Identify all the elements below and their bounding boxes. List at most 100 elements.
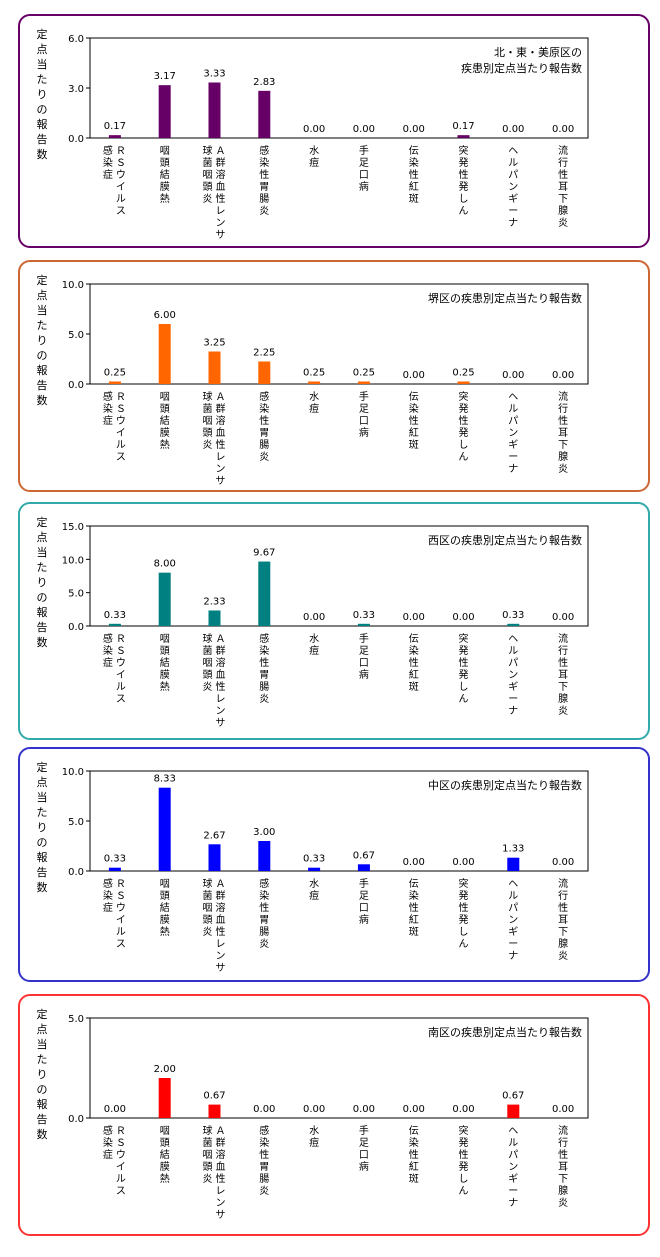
y-tick-label: 6.0 xyxy=(68,34,84,45)
bar-value-label: 0.33 xyxy=(353,610,375,621)
category-label-char: 胃 xyxy=(259,914,269,926)
bar-value-label: 1.33 xyxy=(502,844,524,855)
y-axis-label-char: た xyxy=(37,1053,48,1066)
category-label-char: 頭 xyxy=(160,645,170,657)
category-label-char: サ xyxy=(216,475,226,487)
category-label-char: 球 xyxy=(203,877,213,890)
category-label-char: 発 xyxy=(459,402,469,415)
category-label-char: ス xyxy=(116,694,126,705)
category-label-char: サ xyxy=(216,229,226,241)
bar-value-label: 0.00 xyxy=(502,124,524,135)
category-label-char: 耳 xyxy=(558,427,568,439)
category-label-char: ル xyxy=(508,646,518,657)
category-label-char: 腸 xyxy=(259,926,269,938)
y-axis-label-char: 当 xyxy=(37,545,48,559)
y-tick-label: 5.0 xyxy=(68,1014,84,1025)
category-label-char: 菌 xyxy=(203,645,213,657)
bar-value-label: 0.00 xyxy=(303,612,325,623)
category-label-char: ン xyxy=(216,464,226,475)
y-axis-label-char: 定 xyxy=(37,273,48,287)
chart-title: 西区の疾患別定点当たり報告数 xyxy=(428,533,582,547)
y-tick-label: 3.0 xyxy=(68,84,84,95)
bar-value-label: 0.00 xyxy=(552,370,574,381)
category-label-char: 性 xyxy=(216,1172,226,1185)
chart-title: 北・東・美原区の xyxy=(494,46,582,59)
category-label-char: ン xyxy=(216,706,226,717)
category-label-char: Ａ xyxy=(216,634,226,645)
bar xyxy=(357,623,370,626)
y-axis-label-char: の xyxy=(37,836,48,849)
category-label-char: レ xyxy=(216,1186,226,1197)
category-label-char: 熱 xyxy=(160,192,170,205)
category-label-char: 発 xyxy=(459,180,469,193)
category-label-char: 群 xyxy=(216,889,226,902)
category-label-char: 群 xyxy=(216,402,226,415)
category-label-char: 斑 xyxy=(409,925,419,938)
category-label-char: ん xyxy=(459,451,469,463)
category-label-char: 炎 xyxy=(203,926,213,938)
category-label-char: 染 xyxy=(103,156,113,169)
category-label-char: 胃 xyxy=(259,427,269,439)
bar xyxy=(208,610,221,626)
category-label-char: 病 xyxy=(359,180,369,193)
category-label-char: Ｒ xyxy=(116,392,126,403)
category-label-char: 染 xyxy=(103,889,113,902)
bar-value-label: 0.00 xyxy=(452,857,474,868)
y-axis-label-char: の xyxy=(37,103,48,116)
category-label-char: ん xyxy=(459,693,469,705)
category-label-char: し xyxy=(459,193,469,205)
y-axis-label-char: 告 xyxy=(37,866,48,879)
category-label-char: 症 xyxy=(103,901,113,914)
bar xyxy=(507,1104,520,1118)
y-tick-label: 5.0 xyxy=(68,330,84,341)
category-label-char: 行 xyxy=(558,1136,568,1149)
category-label-char: 口 xyxy=(359,416,369,427)
category-label-char: 腺 xyxy=(558,204,568,217)
bar xyxy=(308,867,321,871)
y-axis-label-char: 数 xyxy=(37,394,48,407)
category-label-char: 血 xyxy=(216,1160,226,1173)
category-label-char: ル xyxy=(508,158,518,169)
category-label-char: 行 xyxy=(558,156,568,169)
category-label-char: ン xyxy=(216,951,226,962)
category-label-char: 感 xyxy=(103,877,113,890)
category-label-char: 伝 xyxy=(409,1125,419,1137)
category-label-char: Ｒ xyxy=(116,146,126,157)
category-label-char: 膜 xyxy=(160,914,170,926)
category-label-char: 性 xyxy=(558,168,568,181)
category-label-char: 突 xyxy=(459,632,469,645)
category-label-char: パ xyxy=(508,415,518,427)
category-label-char: ル xyxy=(508,404,518,415)
category-label-char: 腸 xyxy=(259,1173,269,1185)
category-label-char: 病 xyxy=(359,668,369,681)
category-label-char: 染 xyxy=(259,644,269,657)
category-label-char: 頭 xyxy=(160,1137,170,1149)
category-label-char: ナ xyxy=(508,950,518,962)
category-label-char: 感 xyxy=(103,1124,113,1137)
y-tick-label: 15.0 xyxy=(62,522,84,533)
category-label-char: ス xyxy=(116,452,126,463)
bar-value-label: 0.00 xyxy=(403,1104,425,1115)
category-label-char: ウ xyxy=(116,902,126,914)
category-label-char: 発 xyxy=(459,668,469,681)
category-label-char: 手 xyxy=(359,144,369,157)
category-label-char: Ｒ xyxy=(116,879,126,890)
category-label-char: 染 xyxy=(103,1136,113,1149)
y-axis-label-char: 当 xyxy=(37,1037,48,1051)
category-label-char: 感 xyxy=(259,144,269,157)
bar xyxy=(457,381,470,384)
category-label-char: 斑 xyxy=(409,192,419,205)
y-axis-label-char: 点 xyxy=(37,1023,48,1036)
category-label-char: ギ xyxy=(508,439,518,451)
category-label-char: ル xyxy=(116,440,126,451)
bar-value-label: 2.33 xyxy=(203,596,225,607)
y-axis-label-char: 当 xyxy=(37,790,48,804)
category-label-char: 行 xyxy=(558,402,568,415)
category-label-char: 性 xyxy=(409,414,419,427)
category-label-char: サ xyxy=(216,1209,226,1221)
bar-value-label: 0.00 xyxy=(104,1104,126,1115)
category-label-char: 球 xyxy=(203,144,213,157)
category-label-char: 感 xyxy=(259,877,269,890)
category-label-char: 性 xyxy=(216,438,226,451)
category-label-char: 感 xyxy=(103,144,113,157)
